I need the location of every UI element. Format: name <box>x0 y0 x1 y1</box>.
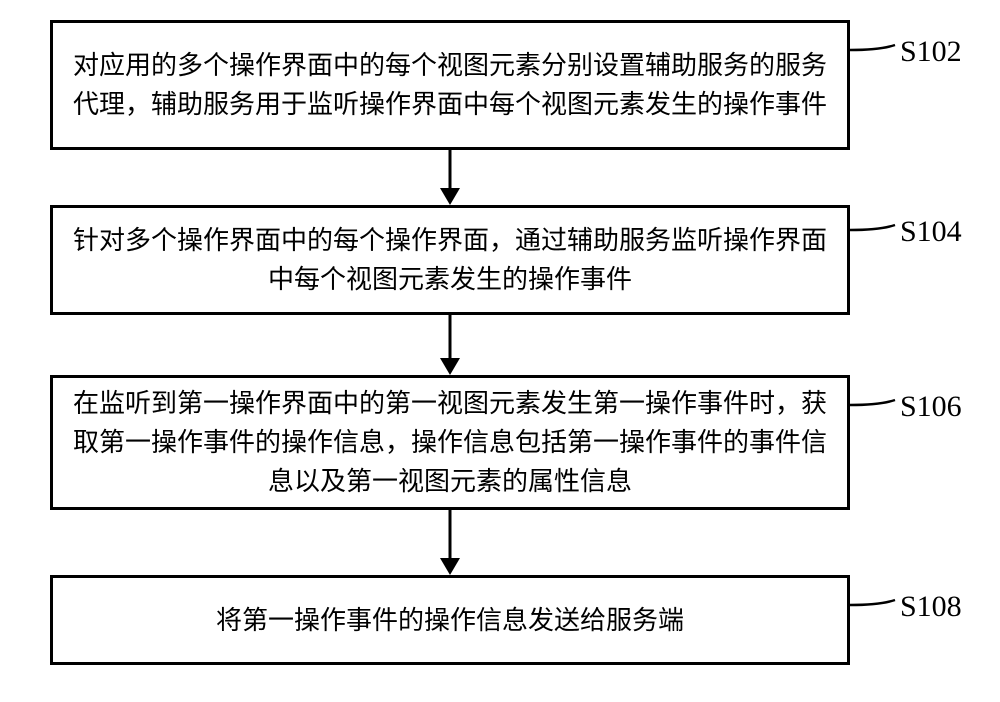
node-text: 在监听到第一操作界面中的第一视图元素发生第一操作事件时，获取第一操作事件的操作信… <box>69 384 831 501</box>
flowchart-node-s102: 对应用的多个操作界面中的每个视图元素分别设置辅助服务的服务代理，辅助服务用于监听… <box>50 20 850 150</box>
flowchart-canvas: 对应用的多个操作界面中的每个视图元素分别设置辅助服务的服务代理，辅助服务用于监听… <box>0 0 1000 702</box>
step-label-s106: S106 <box>900 390 962 424</box>
step-label-s102: S102 <box>900 35 962 69</box>
step-label-s104: S104 <box>900 215 962 249</box>
node-text: 针对多个操作界面中的每个操作界面，通过辅助服务监听操作界面中每个视图元素发生的操… <box>69 221 831 299</box>
step-label-s108: S108 <box>900 590 962 624</box>
node-text: 将第一操作事件的操作信息发送给服务端 <box>216 601 684 640</box>
flowchart-node-s104: 针对多个操作界面中的每个操作界面，通过辅助服务监听操作界面中每个视图元素发生的操… <box>50 205 850 315</box>
node-text: 对应用的多个操作界面中的每个视图元素分别设置辅助服务的服务代理，辅助服务用于监听… <box>69 46 831 124</box>
flowchart-node-s108: 将第一操作事件的操作信息发送给服务端 <box>50 575 850 665</box>
flowchart-node-s106: 在监听到第一操作界面中的第一视图元素发生第一操作事件时，获取第一操作事件的操作信… <box>50 375 850 510</box>
